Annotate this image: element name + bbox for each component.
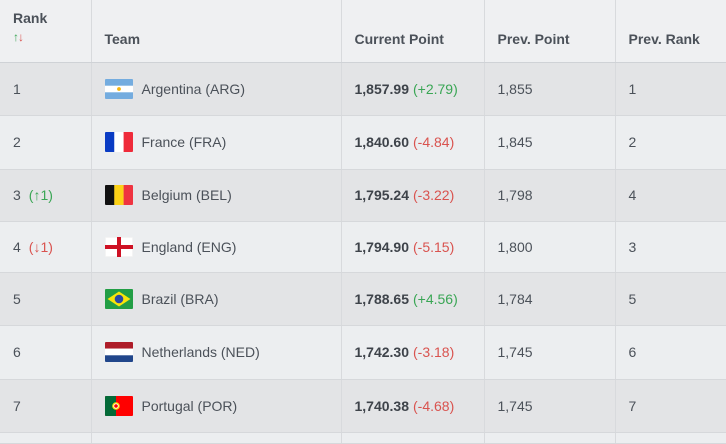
current-point-cell: 1,840.60 (-4.84)	[341, 115, 485, 170]
rank-value: 6	[13, 344, 21, 360]
table-header-row: Rank ↑↓ Team Current Point Prev. Point P…	[0, 0, 726, 63]
team-column-header[interactable]: Team	[91, 0, 342, 63]
team-cell: Netherlands (NED)	[91, 325, 342, 380]
rank-up-movement: (↑1)	[28, 187, 53, 203]
sort-up-icon: ↑	[13, 30, 19, 44]
team-name: Brazil (BRA)	[141, 290, 219, 307]
current-point-cell	[341, 432, 485, 444]
table-row[interactable]: 5 Brazil (BRA) 1,788.65 (+4.56) 1,784 5	[0, 272, 726, 326]
rank-cell: 7	[0, 379, 92, 433]
prev-point-cell: 1,745	[484, 325, 616, 380]
rank-cell: 6	[0, 325, 92, 380]
current-point-value: 1,742.30	[354, 344, 410, 360]
prev-rank-cell: 2	[615, 115, 726, 170]
belgium-flag-icon	[104, 185, 133, 205]
team-name: Belgium (BEL)	[141, 187, 232, 203]
prev-rank-column-header[interactable]: Prev. Rank	[615, 0, 726, 63]
table-row[interactable]: 2 France (FRA) 1,840.60 (-4.84) 1,845 2	[0, 115, 726, 170]
table-row[interactable]	[0, 432, 726, 444]
rank-header-label: Rank	[13, 10, 48, 26]
current-point-value: 1,840.60	[354, 134, 410, 150]
team-name: Netherlands (NED)	[141, 344, 260, 360]
team-cell: Argentina (ARG)	[91, 62, 342, 116]
current-point-value: 1,794.90	[354, 238, 410, 255]
rank-down-movement: (↓1)	[28, 238, 53, 255]
current-point-value: 1,857.99	[354, 80, 410, 97]
table-row[interactable]: 7 Portugal (POR) 1,740.38 (-4.68) 1,745 7	[0, 379, 726, 433]
england-flag-icon	[104, 236, 133, 257]
team-cell: France (FRA)	[91, 115, 342, 170]
team-cell: Brazil (BRA)	[91, 272, 342, 326]
prev-rank-cell: 5	[615, 272, 726, 326]
prev-point-cell	[484, 432, 616, 444]
prev-rank-cell: 6	[615, 325, 726, 380]
table-row[interactable]: 3 (↑1) Belgium (BEL) 1,795.24 (-3.22) 1,79…	[0, 169, 726, 222]
prev-rank-cell	[615, 432, 726, 444]
brazil-flag-icon	[104, 288, 133, 309]
rank-value: 1	[13, 80, 21, 97]
current-point-value: 1,795.24	[354, 187, 410, 203]
portugal-flag-icon	[104, 395, 133, 416]
prev-point-cell: 1,845	[484, 115, 616, 170]
prev-rank-cell: 3	[615, 221, 726, 273]
current-point-value: 1,788.65	[354, 290, 410, 307]
rank-cell: 4 (↓1)	[0, 221, 92, 273]
sort-down-icon: ↓	[18, 30, 24, 44]
current-point-column-header[interactable]: Current Point	[341, 0, 485, 63]
point-change: (-3.18)	[413, 344, 455, 360]
current-point-cell: 1,740.38 (-4.68)	[341, 379, 485, 433]
team-cell: England (ENG)	[91, 221, 342, 273]
point-change: (-5.15)	[413, 238, 455, 255]
rank-value: 5	[13, 290, 21, 307]
current-point-cell: 1,795.24 (-3.22)	[341, 169, 485, 222]
table-row[interactable]: 6 Netherlands (NED) 1,742.30 (-3.18) 1,74…	[0, 325, 726, 380]
rank-cell: 1	[0, 62, 92, 116]
argentina-flag-icon	[104, 78, 133, 99]
team-name: Argentina (ARG)	[141, 80, 245, 97]
rank-value: 4	[13, 238, 21, 255]
team-name: England (ENG)	[141, 238, 237, 255]
current-point-cell: 1,742.30 (-3.18)	[341, 325, 485, 380]
table-row[interactable]: 1 Argentina (ARG) 1,857.99 (+2.79) 1,855 …	[0, 62, 726, 116]
rank-cell: 5	[0, 272, 92, 326]
prev-point-cell: 1,798	[484, 169, 616, 222]
sort-icon[interactable]: ↑↓	[13, 30, 91, 44]
team-cell: Portugal (POR)	[91, 379, 342, 433]
prev-point-cell: 1,855	[484, 62, 616, 116]
prev-rank-cell: 4	[615, 169, 726, 222]
rank-cell	[0, 432, 92, 444]
team-cell	[91, 432, 342, 444]
prev-point-column-header[interactable]: Prev. Point	[484, 0, 616, 63]
team-name: France (FRA)	[141, 134, 227, 150]
rank-value: 7	[13, 397, 21, 414]
team-name: Portugal (POR)	[141, 397, 238, 414]
france-flag-icon	[104, 132, 133, 152]
rank-cell: 2	[0, 115, 92, 170]
point-change: (-4.68)	[413, 397, 455, 414]
point-change: (+2.79)	[413, 80, 458, 97]
prev-rank-cell: 7	[615, 379, 726, 433]
point-change: (+4.56)	[413, 290, 458, 307]
current-point-cell: 1,788.65 (+4.56)	[341, 272, 485, 326]
rank-cell: 3 (↑1)	[0, 169, 92, 222]
current-point-cell: 1,794.90 (-5.15)	[341, 221, 485, 273]
rank-column-header[interactable]: Rank ↑↓	[0, 0, 92, 63]
netherlands-flag-icon	[104, 342, 133, 362]
rank-value: 3	[13, 187, 21, 203]
prev-point-cell: 1,800	[484, 221, 616, 273]
table-row[interactable]: 4 (↓1) England (ENG) 1,794.90 (-5.15) 1,80…	[0, 221, 726, 273]
point-change: (-3.22)	[413, 187, 455, 203]
current-point-value: 1,740.38	[354, 397, 410, 414]
prev-point-cell: 1,784	[484, 272, 616, 326]
team-cell: Belgium (BEL)	[91, 169, 342, 222]
prev-point-cell: 1,745	[484, 379, 616, 433]
point-change: (-4.84)	[413, 134, 455, 150]
rank-value: 2	[13, 134, 21, 150]
current-point-cell: 1,857.99 (+2.79)	[341, 62, 485, 116]
prev-rank-cell: 1	[615, 62, 726, 116]
